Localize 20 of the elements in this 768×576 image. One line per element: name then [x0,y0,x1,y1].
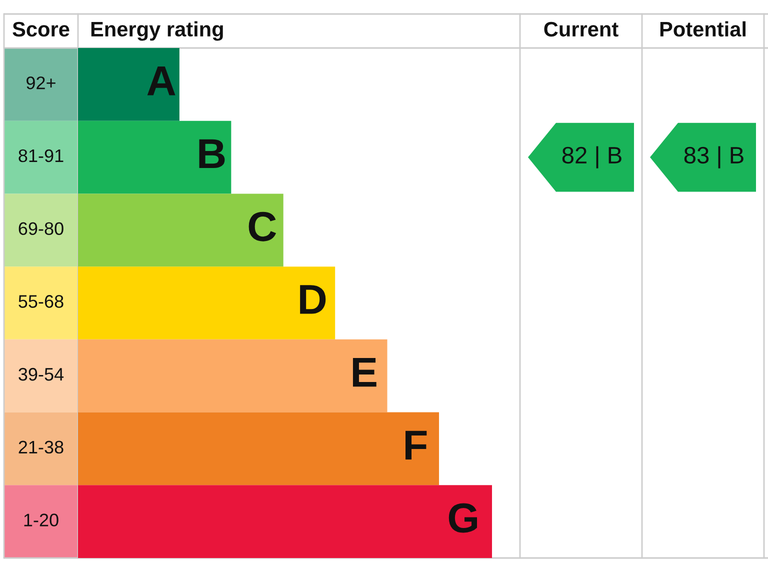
y-tick-label: F [406,430,427,460]
text: 82 | B [562,146,622,168]
text: 21-38 [18,440,64,454]
text: Current [544,22,618,37]
text: 1-20 [24,514,58,526]
y-tick-label: C [248,212,276,242]
text: 69-80 [18,222,64,235]
text: Score [12,22,70,37]
text: Potential [660,21,746,37]
text: 55-68 [18,295,64,308]
y-tick-label: G [448,503,477,533]
chart-title: Energy rating [91,21,223,41]
text: 81-91 [18,149,64,162]
y-tick-label: A [147,66,176,96]
y-tick-label: D [300,285,326,314]
y-tick-label: E [352,358,376,387]
text: 92+ [26,76,56,90]
y-tick-label: B [199,139,225,168]
text: 39-54 [18,368,64,381]
text: 83 | B [684,146,744,168]
